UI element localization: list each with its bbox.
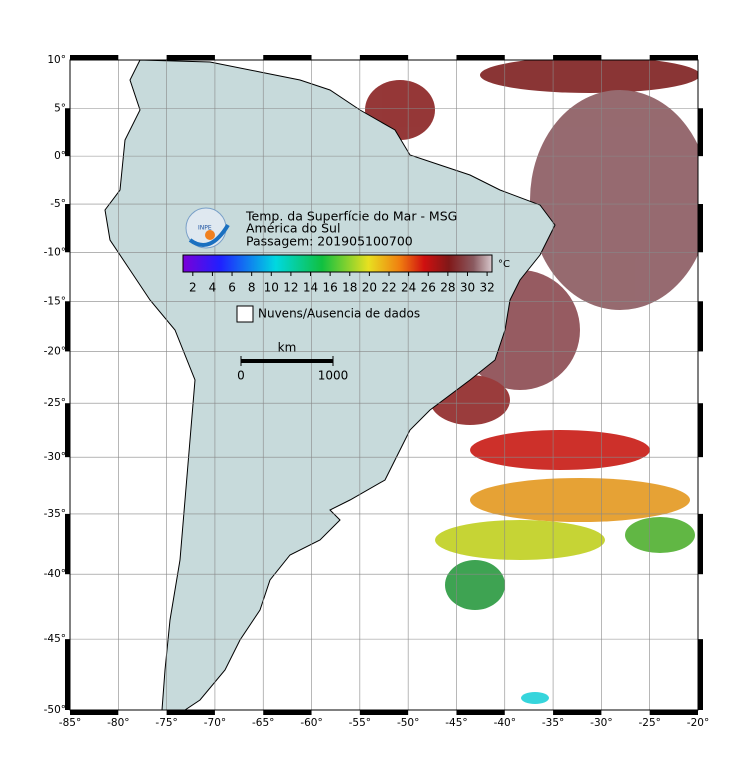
colorbar-tick-label: 20 <box>362 281 377 295</box>
frame-segment <box>698 403 703 458</box>
frame-segment <box>698 513 703 575</box>
lat-tick-label: 0° <box>54 150 66 162</box>
lat-tick-label: -50° <box>44 704 66 716</box>
frame-segment <box>698 301 703 352</box>
frame-segment <box>359 710 409 715</box>
lon-tick-label: -45° <box>445 717 467 729</box>
frame-segment <box>698 108 703 157</box>
frame-segment <box>70 710 119 715</box>
frame-segment <box>166 710 215 715</box>
logo-text: INPE <box>198 225 212 232</box>
lat-tick-label: -15° <box>44 295 66 307</box>
frame-segment <box>649 55 698 60</box>
lat-tick-label: -45° <box>44 633 66 645</box>
colorbar-tick-label: 14 <box>303 281 318 295</box>
frame-segment <box>553 55 602 60</box>
lon-tick-label: -75° <box>155 717 177 729</box>
frame-segment <box>65 204 70 253</box>
lon-tick-label: -40° <box>494 717 516 729</box>
scale-tick-label: 0 <box>237 369 245 383</box>
lon-tick-label: -50° <box>397 717 419 729</box>
lat-tick-label: -30° <box>44 451 66 463</box>
colorbar-tick-label: 22 <box>381 281 396 295</box>
colorbar-tick-label: 26 <box>421 281 436 295</box>
lon-tick-label: -20° <box>687 717 709 729</box>
lon-tick-label: -30° <box>590 717 612 729</box>
colorbar-tick-label: 8 <box>248 281 256 295</box>
frame-segment <box>456 55 505 60</box>
frame-segment <box>166 55 215 60</box>
lat-tick-label: -20° <box>44 345 66 357</box>
frame-segment <box>65 513 70 575</box>
lat-tick-label: 10° <box>47 54 66 66</box>
frame-segment <box>263 710 312 715</box>
lon-tick-label: -80° <box>107 717 129 729</box>
frame-segment <box>698 639 703 710</box>
lat-tick-label: -40° <box>44 568 66 580</box>
lat-tick-label: -25° <box>44 397 66 409</box>
colorbar-tick-label: 30 <box>460 281 475 295</box>
frame-segment <box>553 710 602 715</box>
frame-segment <box>65 301 70 352</box>
lon-tick-label: -55° <box>349 717 371 729</box>
lon-tick-label: -60° <box>300 717 322 729</box>
colorbar-tick-label: 18 <box>342 281 357 295</box>
colorbar-tick-label: 12 <box>283 281 298 295</box>
lon-tick-label: -65° <box>252 717 274 729</box>
graticule <box>70 60 698 710</box>
lon-tick-label: -70° <box>204 717 226 729</box>
frame-segment <box>649 710 698 715</box>
frame-segment <box>456 710 505 715</box>
colorbar-tick-label: 10 <box>264 281 279 295</box>
title: Temp. da Superfície do Mar - MSG <box>245 209 457 224</box>
map-body <box>70 60 698 710</box>
lat-tick-label: 5° <box>54 102 66 114</box>
colorbar <box>182 254 493 273</box>
colorbar-tick-label: 4 <box>209 281 217 295</box>
frame-segment <box>698 204 703 253</box>
frame-segment <box>65 639 70 710</box>
frame-segment <box>70 55 119 60</box>
colorbar-tick-label: 6 <box>228 281 236 295</box>
cloud-legend: Nuvens/Ausencia de dados <box>258 307 420 321</box>
frame-segment <box>263 55 312 60</box>
colorbar-tick-label: 32 <box>479 281 494 295</box>
cloud-swatch <box>236 305 254 323</box>
colorbar-tick-label: 2 <box>189 281 197 295</box>
frame-segment <box>359 55 409 60</box>
lon-tick-label: -85° <box>59 717 81 729</box>
colorbar-tick-label: 16 <box>323 281 338 295</box>
colorbar-tick-label: 28 <box>440 281 455 295</box>
lon-tick-label: -35° <box>542 717 564 729</box>
pass-time: Passagem: 201905100700 <box>246 234 413 249</box>
frame-segment <box>65 403 70 458</box>
colorbar-tick-label: 24 <box>401 281 416 295</box>
frame-segment <box>65 108 70 157</box>
logo: INPE <box>185 207 230 249</box>
lat-tick-label: -10° <box>44 246 66 258</box>
region: América do Sul <box>246 221 340 236</box>
scale-tick-label: 1000 <box>318 369 349 383</box>
lon-tick-label: -25° <box>638 717 660 729</box>
scale-bar <box>241 359 333 363</box>
colorbar-unit: °C <box>498 259 510 270</box>
scale-unit: km <box>278 341 297 355</box>
lat-tick-label: -35° <box>44 508 66 520</box>
lat-tick-label: -5° <box>50 198 66 210</box>
